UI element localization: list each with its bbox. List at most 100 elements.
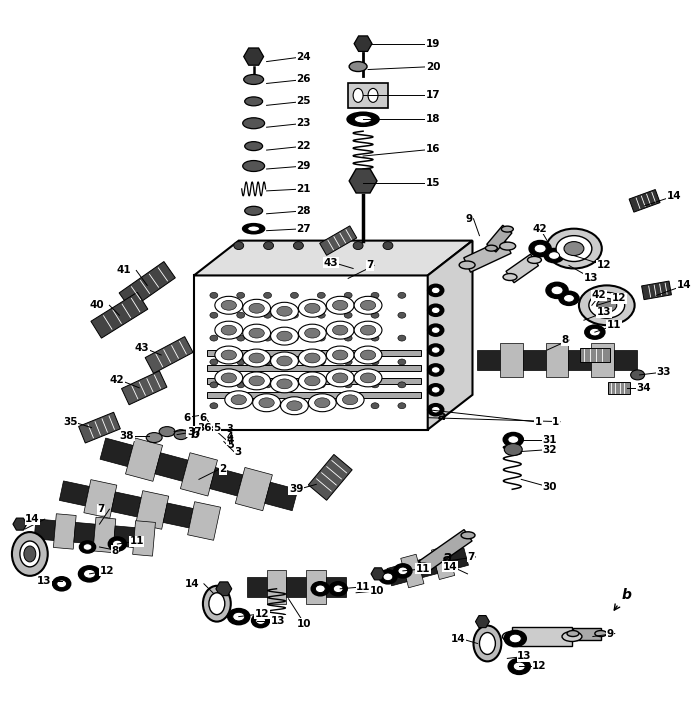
Ellipse shape (589, 292, 625, 318)
Ellipse shape (271, 327, 298, 345)
Ellipse shape (344, 403, 352, 409)
Ellipse shape (210, 292, 218, 298)
Ellipse shape (431, 406, 440, 413)
Ellipse shape (323, 242, 334, 250)
Ellipse shape (304, 328, 320, 338)
Ellipse shape (304, 303, 320, 313)
Text: 8: 8 (111, 546, 118, 556)
Polygon shape (418, 556, 438, 578)
Ellipse shape (344, 312, 352, 318)
Ellipse shape (504, 631, 526, 646)
Ellipse shape (485, 245, 498, 251)
Text: 37: 37 (187, 427, 201, 437)
Text: 16: 16 (426, 144, 440, 154)
Text: 42: 42 (532, 224, 547, 234)
Polygon shape (354, 36, 372, 51)
Ellipse shape (271, 302, 298, 320)
Ellipse shape (361, 300, 376, 310)
Text: 43: 43 (134, 343, 149, 353)
Ellipse shape (237, 382, 245, 388)
Text: 5: 5 (214, 423, 221, 433)
Ellipse shape (333, 300, 348, 310)
Text: 39: 39 (289, 484, 303, 494)
Polygon shape (608, 382, 630, 394)
Polygon shape (573, 628, 601, 639)
Ellipse shape (255, 617, 266, 624)
Polygon shape (307, 570, 326, 603)
Ellipse shape (318, 403, 325, 409)
Polygon shape (387, 564, 407, 586)
Ellipse shape (354, 115, 372, 123)
Ellipse shape (249, 328, 264, 338)
Ellipse shape (379, 570, 397, 584)
Ellipse shape (79, 566, 100, 582)
Ellipse shape (503, 274, 517, 280)
Text: 33: 33 (657, 367, 671, 377)
Ellipse shape (215, 346, 243, 364)
Polygon shape (122, 371, 167, 405)
Text: 42: 42 (592, 290, 606, 300)
Ellipse shape (527, 257, 541, 263)
Ellipse shape (298, 300, 326, 317)
Ellipse shape (361, 325, 376, 335)
Ellipse shape (298, 372, 326, 390)
Ellipse shape (277, 331, 292, 341)
Polygon shape (546, 343, 568, 377)
Ellipse shape (461, 532, 475, 539)
Polygon shape (591, 343, 614, 377)
Ellipse shape (248, 226, 260, 232)
FancyBboxPatch shape (207, 350, 421, 356)
Polygon shape (194, 275, 428, 430)
Ellipse shape (298, 349, 326, 367)
Text: 9: 9 (607, 628, 614, 638)
Ellipse shape (243, 118, 264, 129)
FancyBboxPatch shape (207, 378, 421, 384)
Ellipse shape (347, 112, 379, 127)
Polygon shape (568, 350, 591, 370)
Text: 32: 32 (542, 445, 556, 455)
Ellipse shape (509, 634, 521, 643)
Ellipse shape (24, 546, 36, 562)
Polygon shape (181, 453, 217, 496)
Ellipse shape (502, 631, 522, 641)
Text: 1: 1 (535, 417, 542, 427)
Ellipse shape (546, 229, 602, 268)
Polygon shape (448, 548, 468, 569)
Text: 38: 38 (120, 430, 134, 440)
Ellipse shape (353, 89, 363, 102)
Text: 1: 1 (552, 417, 559, 427)
Text: 35: 35 (63, 417, 78, 427)
Ellipse shape (264, 359, 271, 365)
Ellipse shape (231, 395, 246, 405)
Polygon shape (133, 521, 156, 556)
Ellipse shape (556, 236, 592, 262)
Ellipse shape (595, 631, 607, 636)
Ellipse shape (394, 564, 412, 578)
Text: 6: 6 (200, 413, 207, 423)
Ellipse shape (431, 347, 440, 353)
Text: 40: 40 (90, 300, 104, 310)
FancyBboxPatch shape (207, 392, 421, 398)
Polygon shape (428, 241, 473, 430)
Ellipse shape (417, 563, 430, 570)
Ellipse shape (349, 61, 367, 72)
Ellipse shape (334, 585, 343, 593)
Ellipse shape (221, 300, 237, 310)
Ellipse shape (343, 395, 358, 405)
Ellipse shape (243, 324, 271, 342)
Polygon shape (614, 350, 637, 370)
Text: 13: 13 (597, 307, 611, 317)
Ellipse shape (298, 324, 326, 342)
Ellipse shape (562, 631, 582, 641)
Ellipse shape (316, 585, 325, 593)
Ellipse shape (309, 394, 336, 412)
Text: 36: 36 (197, 423, 212, 433)
Ellipse shape (237, 292, 245, 298)
Text: 13: 13 (584, 273, 599, 283)
Ellipse shape (398, 382, 406, 388)
Text: 11: 11 (129, 536, 144, 546)
Ellipse shape (221, 325, 237, 335)
Ellipse shape (326, 369, 354, 387)
Polygon shape (401, 554, 424, 588)
Text: 3: 3 (235, 446, 242, 456)
